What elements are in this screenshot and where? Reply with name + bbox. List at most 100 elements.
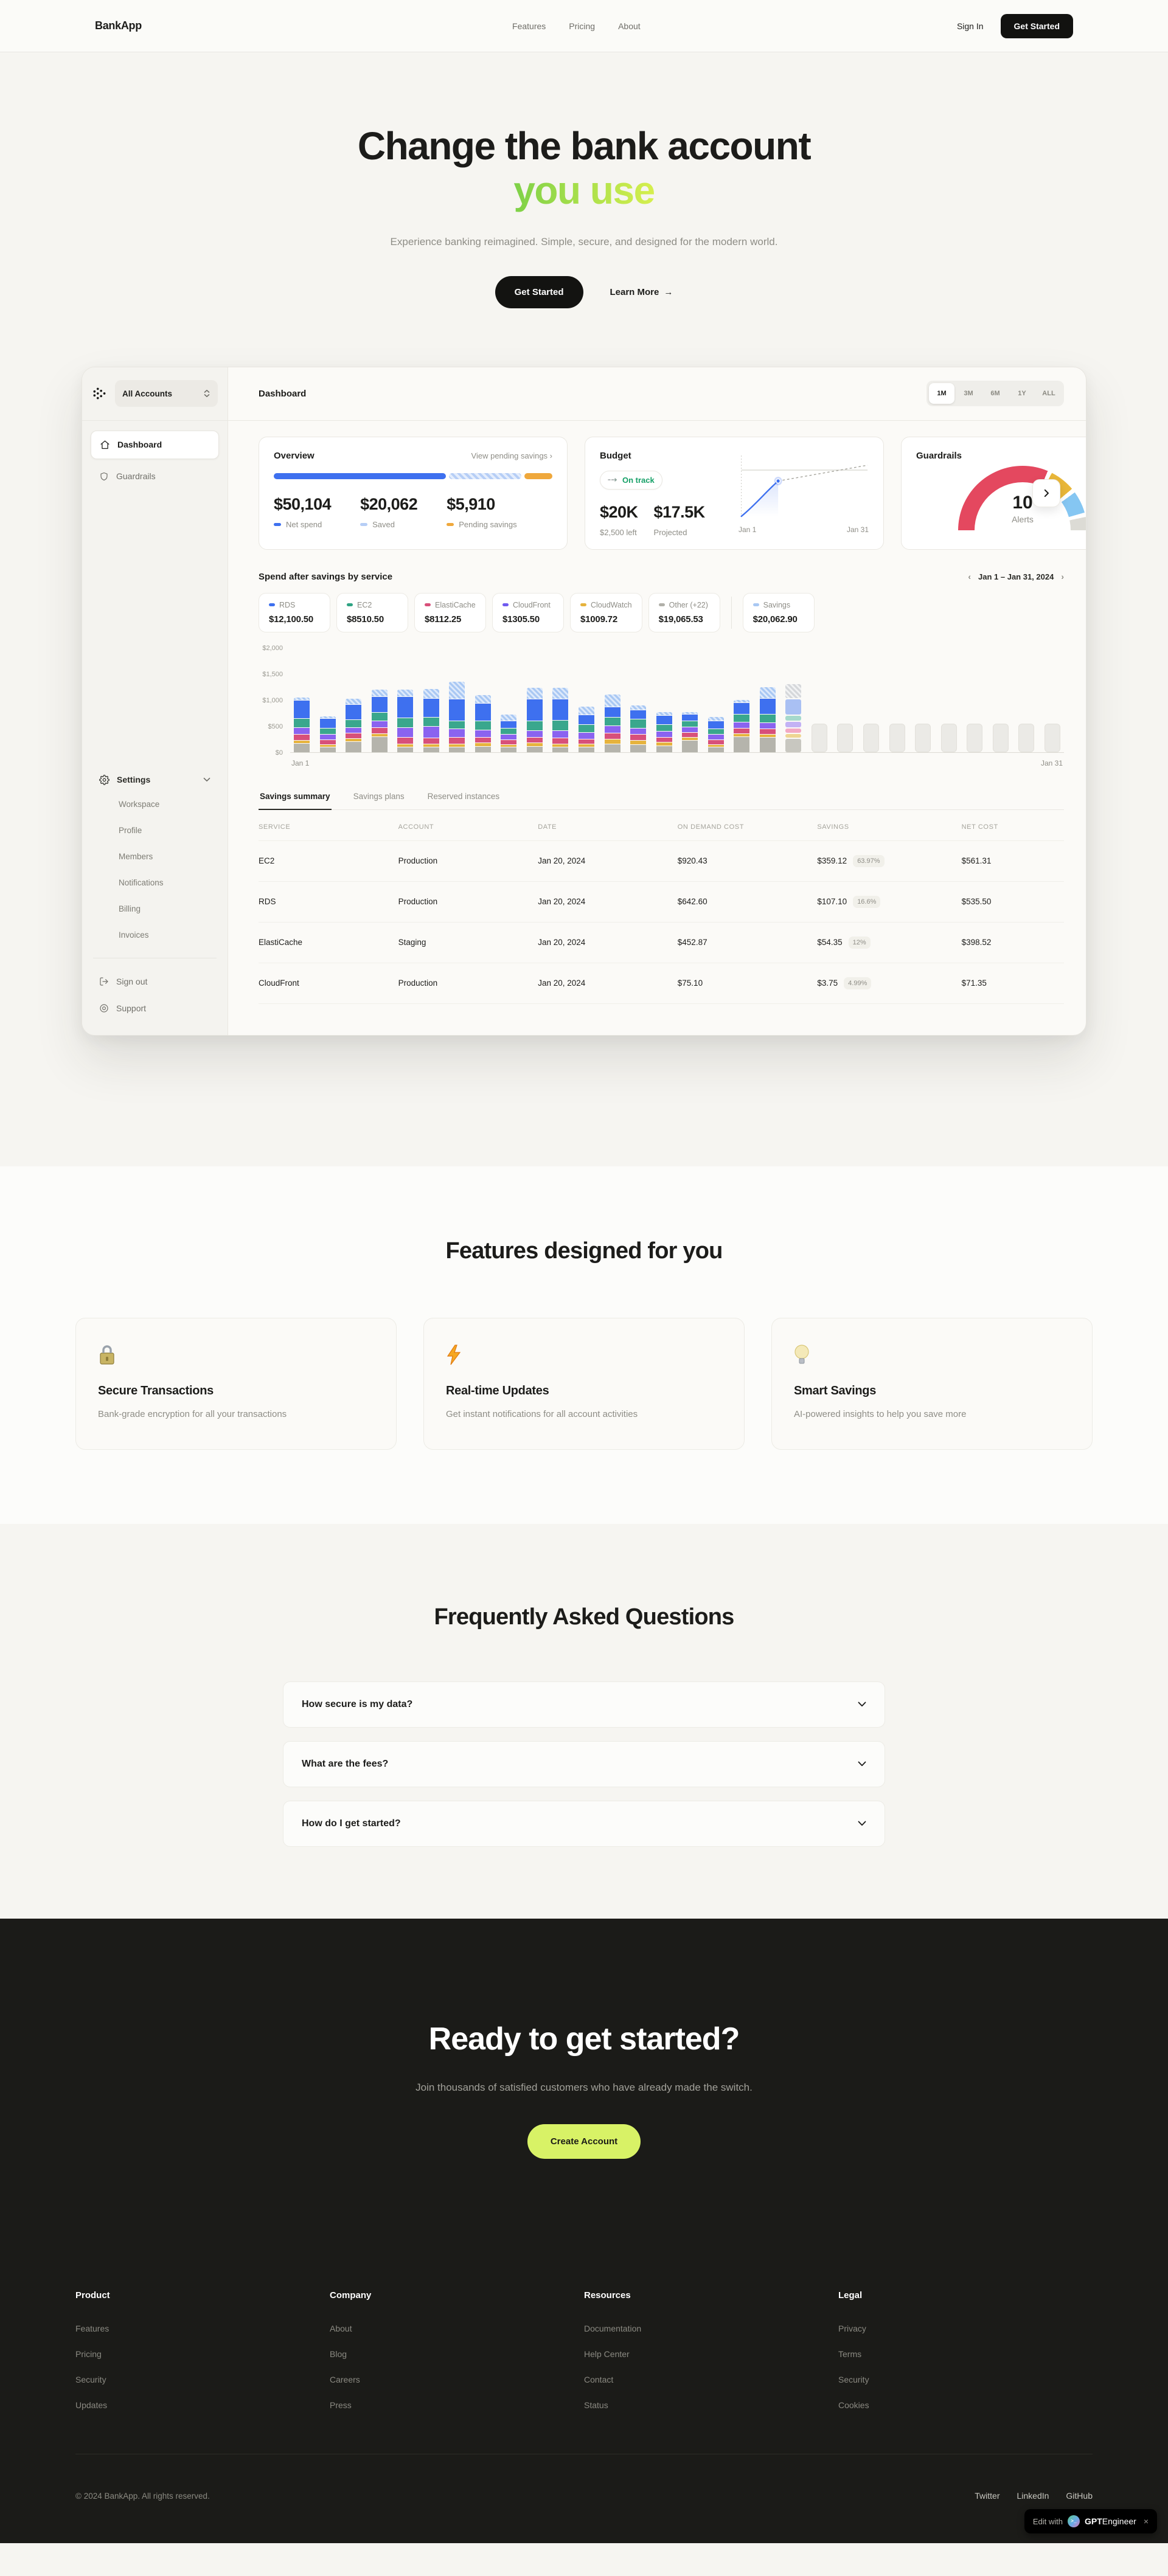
chart-bar-day-5[interactable] [397,689,414,752]
chart-bar-day-17[interactable] [707,717,724,752]
get-started-button[interactable]: Get Started [1000,13,1073,38]
service-chip-other-22[interactable]: Other (+22) $19,065.53 [648,592,720,632]
tab-reserved-instances[interactable]: Reserved instances [427,791,500,801]
service-chip-cloudwatch[interactable]: CloudWatch $1009.72 [570,592,642,632]
faq-section: Frequently Asked Questions How secure is… [0,1524,1168,1919]
table-row-cloudfront[interactable]: CloudFront Production Jan 20, 2024 $75.10 $3… [259,963,1064,1004]
footer-link-resources-documentation[interactable]: Documentation [584,2324,642,2334]
table-row-ec2[interactable]: EC2 Production Jan 20, 2024 $920.43 $359.12 6… [259,841,1064,882]
service-chip-rds[interactable]: RDS $12,100.50 [259,592,330,632]
chevron-right-icon[interactable]: › [1061,572,1064,582]
chart-bar-day-1[interactable] [294,697,310,752]
create-account-button[interactable]: Create Account [527,2124,641,2159]
chart-bar-day-18[interactable] [734,700,750,752]
footer-link-resources-contact[interactable]: Contact [584,2375,614,2385]
sidebar-subitem-invoices[interactable]: Invoices [119,930,149,940]
time-filter-all[interactable]: ALL [1036,383,1062,404]
chart-bar-day-12[interactable] [579,707,595,752]
account-selector[interactable]: All Accounts [115,380,218,407]
chart-bar-day-16[interactable] [682,712,698,752]
hero-get-started-button[interactable]: Get Started [495,275,583,308]
budget-stat-projected: $17.5K Projected [653,502,706,537]
overview-title: Overview [274,450,315,461]
time-filter-1m[interactable]: 1M [929,383,954,404]
nav-link-pricing[interactable]: Pricing [569,21,596,31]
sidebar-item-guardrails[interactable]: Guardrails [91,463,219,490]
footer-link-company-press[interactable]: Press [330,2400,352,2411]
sidebar-subitem-members[interactable]: Members [119,851,153,861]
footer-link-legal-privacy[interactable]: Privacy [838,2324,866,2334]
chart-bar-day-10[interactable] [526,688,543,752]
sidebar-item-support[interactable]: Support [91,995,219,1022]
edit-with-badge[interactable]: Edit with >_ GPTEngineer × [1024,2509,1157,2534]
progress-spent-segment [274,473,447,479]
footer-link-resources-status[interactable]: Status [584,2400,608,2411]
service-chip-elasticache[interactable]: ElastiCache $8112.25 [414,592,486,632]
footer-link-legal-security[interactable]: Security [838,2375,869,2385]
social-link-github[interactable]: GitHub [1066,2491,1093,2501]
app-logo-icon [93,388,106,400]
chevron-left-icon[interactable]: ‹ [968,572,972,582]
sidebar-subitem-notifications[interactable]: Notifications [119,878,164,887]
chart-bar-day-13[interactable] [604,694,620,752]
nav-link-about[interactable]: About [618,21,641,31]
sidebar-item-settings[interactable]: Settings [91,769,219,791]
footer-link-company-careers[interactable]: Careers [330,2375,360,2385]
footer-link-product-security[interactable]: Security [75,2375,106,2385]
service-chip-ec2[interactable]: EC2 $8510.50 [336,592,408,632]
chip-dot-icon [502,603,509,607]
footer-link-legal-cookies[interactable]: Cookies [838,2400,869,2411]
time-filter-3m[interactable]: 3M [956,383,981,404]
footer-link-product-features[interactable]: Features [75,2324,109,2334]
sidebar-subitem-billing[interactable]: Billing [119,904,141,913]
faq-item-how-do-i-get-started[interactable]: How do I get started? [283,1801,885,1847]
cards-next-button[interactable] [1032,479,1060,507]
chart-bar-day-8[interactable] [474,695,491,752]
chart-bar-day-9[interactable] [501,715,517,752]
footer-link-resources-help-center[interactable]: Help Center [584,2349,630,2360]
sidebar-item-sign-out[interactable]: Sign out [91,968,219,995]
time-filter-6m[interactable]: 6M [982,383,1008,404]
service-chip-savings[interactable]: Savings $20,062.90 [742,592,815,632]
nav-link-features[interactable]: Features [512,21,546,31]
sidebar-item-dashboard[interactable]: Dashboard [91,430,219,459]
sidebar-subitem-workspace[interactable]: Workspace [119,799,160,809]
faq-item-what-are-the-fees[interactable]: What are the fees? [283,1741,885,1788]
time-filter-1y[interactable]: 1Y [1009,383,1035,404]
footer-link-company-about[interactable]: About [330,2324,352,2334]
footer-link-product-pricing[interactable]: Pricing [75,2349,102,2360]
spend-chart-x-labels: Jan 1 Jan 31 [290,759,1064,767]
footer-link-product-updates[interactable]: Updates [75,2400,108,2411]
table-row-elasticache[interactable]: ElastiCache Staging Jan 20, 2024 $452.87 $54… [259,923,1064,963]
social-link-linkedin[interactable]: LinkedIn [1017,2491,1049,2501]
chart-bar-day-11[interactable] [552,688,569,752]
badge-close-icon[interactable]: × [1143,2516,1149,2527]
learn-more-link[interactable]: Learn More → [610,286,673,297]
sign-in-link[interactable]: Sign In [956,21,984,31]
progress-pending-segment [524,473,552,479]
arrow-right-icon: → [664,286,673,297]
chart-bar-day-2[interactable] [319,716,336,752]
chart-bar-day-7[interactable] [449,681,465,752]
chart-bar-day-20[interactable] [785,684,802,752]
social-link-twitter[interactable]: Twitter [975,2491,1000,2501]
view-pending-savings-link[interactable]: View pending savings › [471,451,552,460]
tab-savings-plans[interactable]: Savings plans [353,791,405,801]
brand-logo[interactable]: BankApp [95,19,142,32]
chart-bar-day-3[interactable] [346,699,362,752]
service-chip-cloudfront[interactable]: CloudFront $1305.50 [492,592,564,632]
faq-item-how-secure-is-my-data[interactable]: How secure is my data? [283,1681,885,1728]
footer-link-company-blog[interactable]: Blog [330,2349,347,2360]
footer-link-legal-terms[interactable]: Terms [838,2349,862,2360]
chart-bar-day-6[interactable] [423,688,439,752]
table-row-rds[interactable]: RDS Production Jan 20, 2024 $642.60 $107.10 1… [259,882,1064,923]
date-range-label: Jan 1 – Jan 31, 2024 [978,572,1054,581]
chart-bar-day-14[interactable] [630,705,647,752]
chart-bar-day-15[interactable] [656,712,672,752]
feature-card-real-time-updates: Real-time Updates Get instant notificatio… [423,1317,745,1450]
y-tick-label: $1,500 [262,670,283,678]
chart-bar-day-19[interactable] [759,687,776,752]
sidebar-subitem-profile[interactable]: Profile [119,825,142,835]
chart-bar-day-4[interactable] [371,689,388,752]
tab-savings-summary[interactable]: Savings summary [259,788,332,810]
